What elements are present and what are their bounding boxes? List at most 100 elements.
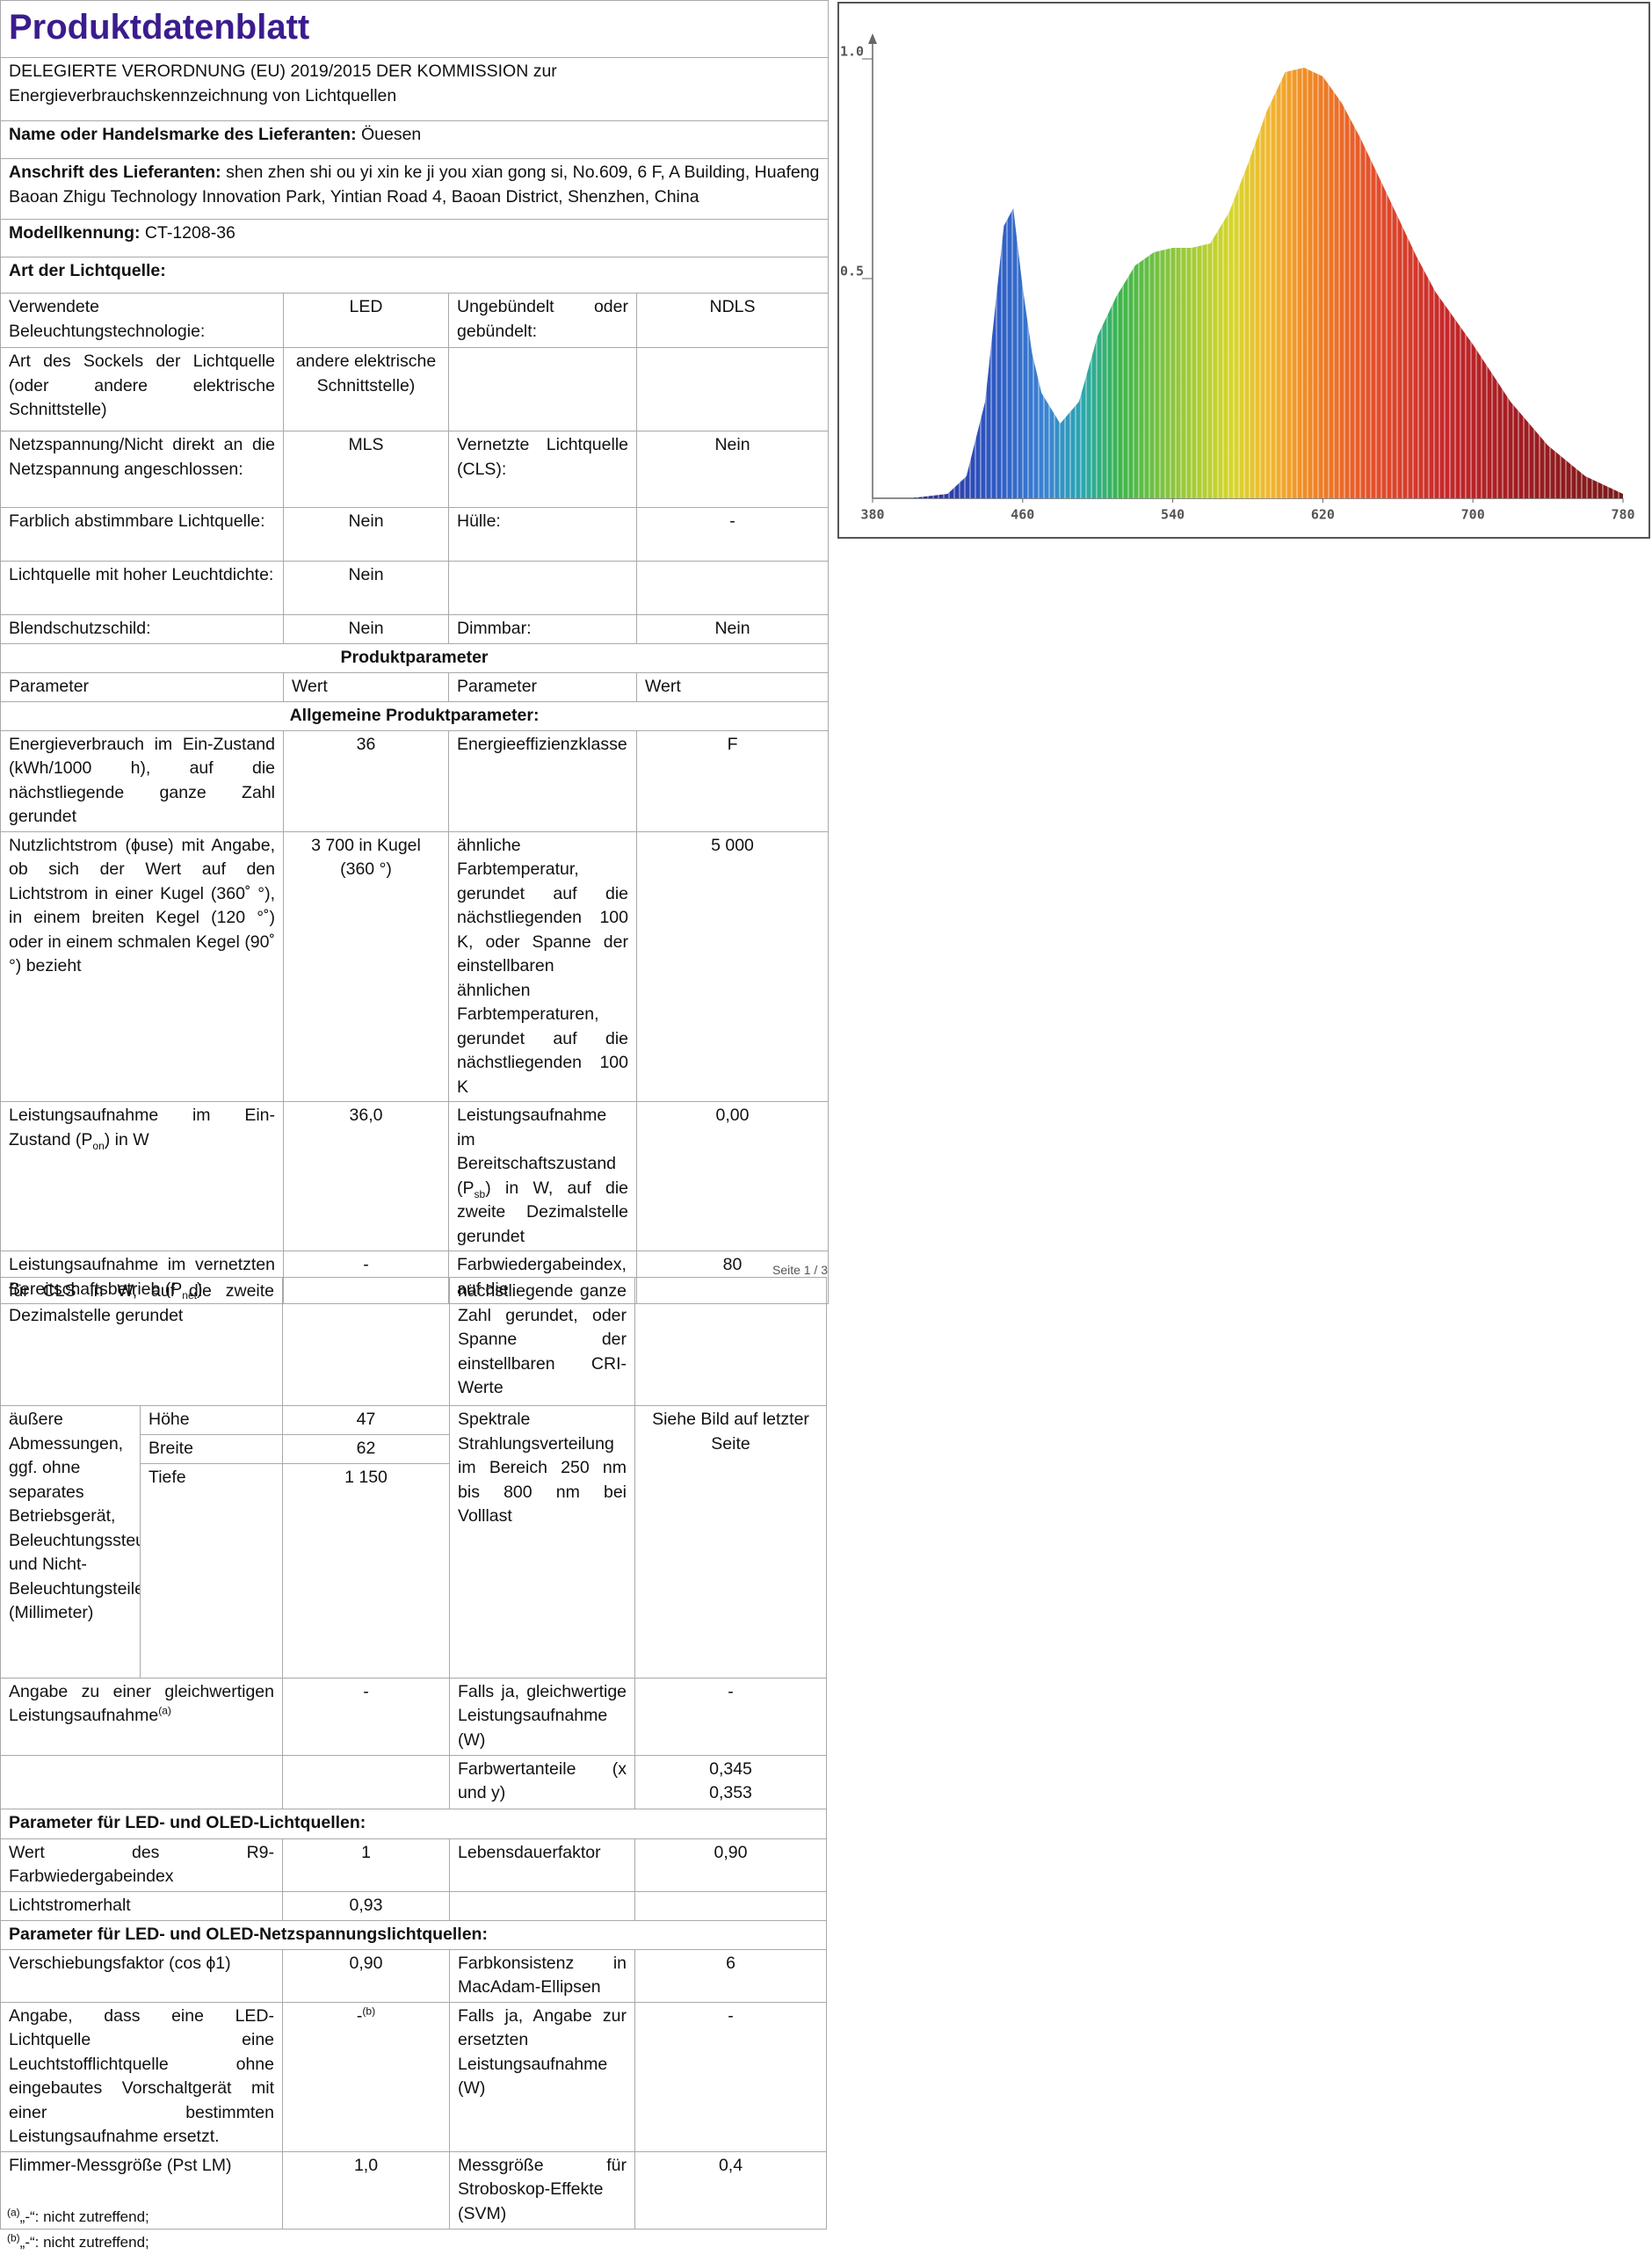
cell: - [282,1677,451,1756]
row: Flimmer-Messgröße (Pst LM) 1,0 Messgröße f… [0,2150,828,2230]
cell: Höhe [139,1405,284,1435]
row: für CLS in W, auf die zweite Dezimalstel… [0,1277,828,1406]
y-tick-label: 0.5 [840,264,864,279]
cell: 1,0 [282,2150,451,2230]
section-heading: Art der Lichtquelle: [0,257,830,294]
x-tick-label: 620 [1311,507,1335,523]
cell: Farbwertanteile (x und y) [449,1754,636,1809]
row: Lichtquelle mit hoher Leuchtdichte: Nein [0,561,830,615]
text: ) in W [104,1129,149,1149]
cell: Hülle: [448,507,637,562]
footnotes: (a)„-“: nicht zutreffend; (b)„-“: nicht z… [7,2204,149,2255]
row: Anschrift des Lieferanten: shen zhen shi… [0,158,830,220]
row: Netzspannung/Nicht direkt an die Netzspa… [0,431,830,508]
row: Blendschutzschild: Nein Dimmbar: Nein [0,614,830,644]
cell: Wert [635,671,830,702]
cell: nächstliegende ganze Zahl gerundet, oder… [449,1277,636,1406]
cell: 47 [282,1405,451,1435]
cell: Messgröße für Stroboskop-Effekte (SVM) [449,2150,636,2230]
row: Verschiebungsfaktor (cos ϕ1) 0,90 Farbkons… [0,1948,828,2003]
cell: Lebensdauerfaktor [449,1838,636,1892]
y-tick-label: 1.0 [840,44,864,60]
cell: 6 [634,1948,828,2003]
row: Art der Lichtquelle: [0,257,830,294]
data-sheet-table: Produktdatenblatt DELEGIERTE VERORDNUNG … [0,0,830,1304]
row: Produktparameter [0,642,830,673]
cell: Siehe Bild auf letzter Seite [634,1405,828,1679]
superscript: (a) [158,1704,171,1717]
section-heading: Parameter für LED- und OLED-Netzspannung… [0,1919,828,1950]
cell: MLS [283,431,449,508]
cell: Spektrale Strahlungsverteilung im Bereic… [449,1405,636,1679]
cell: Falls ja, Angabe zur ersetzten Leistungs… [449,2001,636,2152]
cell [634,1890,828,1921]
cell [282,1277,451,1406]
row: Breite 62 [1,1434,827,1464]
cell: 0,90 [282,1948,451,2003]
address: Anschrift des Lieferanten: shen zhen shi… [0,158,830,220]
cell: Tiefe [139,1462,284,1679]
row: äußere Abmessungen, ggf. ohne separates … [0,1405,828,1679]
cell: 0,345 0,353 [634,1754,828,1809]
cell: Leistungsaufnahme im Bereitschaftszustan… [448,1101,637,1251]
supplier: Name oder Handelsmarke des Lieferanten: … [0,120,830,159]
row: Art des Sockels der Lichtquelle (oder an… [0,347,830,431]
data-sheet-table: für CLS in W, auf die zweite Dezimalstel… [0,1277,828,2230]
cell: 0,90 [634,1838,828,1892]
cell: Nein [635,431,830,508]
cell: 36 [283,729,449,832]
cell: 5 000 [635,830,830,1102]
cell: Lichtstromerhalt [0,1890,284,1921]
cell: 62 [282,1434,451,1464]
superscript: (b) [362,2005,376,2017]
cell: Dimmbar: [448,614,637,644]
cell: äußere Abmessungen, ggf. ohne separates … [0,1405,141,1679]
cell: ähnliche Farbtemperatur, gerundet auf di… [448,830,637,1102]
cell: Art des Sockels der Lichtquelle (oder an… [0,347,284,431]
row: Farblich abstimmbare Lichtquelle: Nein Hül… [0,507,830,562]
spectrum-chart: 380 460 540 620 700 780 0.5 1.0 [837,2,1650,539]
text: - [356,2005,363,2026]
cell: Verwendete Beleuchtungstechnologie: [0,293,284,348]
text: „-“: nicht zutreffend; [19,2234,149,2251]
cell: Blendschutzschild: [0,614,284,644]
axis-arrow [868,33,877,44]
text: „-“: nicht zutreffend; [19,2208,149,2225]
cell: LED [283,293,449,348]
cell: 0,4 [634,2150,828,2230]
row: Energieverbrauch im Ein-Zustand (kWh/100… [0,729,830,832]
value: Öuesen [360,125,422,144]
cell: 36,0 [283,1101,449,1251]
subscript: on [92,1139,105,1152]
cell: 0,00 [635,1101,830,1251]
section-heading: Allgemeine Produktparameter: [0,700,830,731]
cell: Breite [139,1434,284,1464]
text: Leistungsaufnahme im Ein-Zustand (P [9,1106,275,1149]
cell [635,561,830,615]
title: Produktdatenblatt [0,0,830,58]
cell: - [635,507,830,562]
superscript: (a) [7,2206,20,2219]
cell: Wert des R9-Farbwiedergabeindex [0,1838,284,1892]
cell [448,347,637,431]
row: Produktdatenblatt [0,0,830,58]
cell: für CLS in W, auf die zweite Dezimalstel… [0,1277,284,1406]
cell: Vernetzte Lichtquelle (CLS): [448,431,637,508]
cell: Farbkonsistenz in MacAdam-Ellipsen [449,1948,636,2003]
cell: 3 700 in Kugel (360 °) [283,830,449,1102]
section-heading: Parameter für LED- und OLED-Lichtquellen… [0,1808,828,1839]
cell: Flimmer-Messgröße (Pst LM) [0,2150,284,2230]
cell [448,561,637,615]
row: Angabe zu einer gleichwertigen Leistungs… [0,1677,828,1756]
cell: - [634,2001,828,2152]
cell: Farblich abstimmbare Lichtquelle: [0,507,284,562]
row: Modellkennung: CT-1208-36 [0,219,830,257]
cell [449,1890,636,1921]
model: Modellkennung: CT-1208-36 [0,219,830,257]
x-tick-label: 700 [1461,507,1485,523]
cell: Falls ja, gleichwertige Leistungsaufnahm… [449,1677,636,1756]
label: Modellkennung: [9,223,141,243]
cell: Energieeffizienzklasse [448,729,637,832]
x-tick-label: 460 [1011,507,1034,523]
